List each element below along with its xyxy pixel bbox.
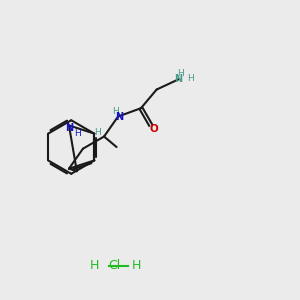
Text: H: H: [187, 74, 194, 83]
Text: H: H: [74, 129, 81, 138]
Text: O: O: [150, 124, 158, 134]
Text: H: H: [177, 69, 184, 78]
Text: N: N: [115, 112, 123, 122]
Text: N: N: [175, 74, 183, 84]
Text: H: H: [90, 260, 100, 272]
Text: N: N: [65, 123, 74, 134]
Text: H: H: [132, 260, 141, 272]
Text: Cl: Cl: [108, 260, 121, 272]
Text: H: H: [112, 107, 119, 116]
Text: H: H: [94, 128, 101, 137]
